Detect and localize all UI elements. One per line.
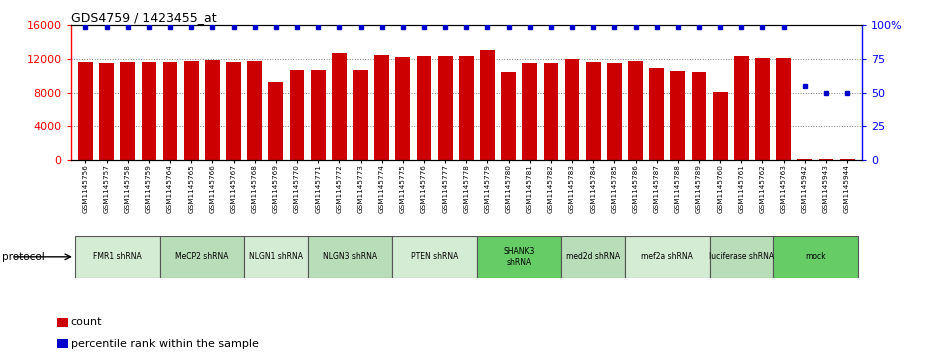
Bar (99, 63, 114, 160)
Bar (244, 236, 308, 278)
Bar (396, 57, 410, 160)
Bar (523, 63, 537, 160)
Text: luciferase shRNA: luciferase shRNA (708, 252, 774, 261)
Bar (586, 61, 601, 160)
Bar (159, 236, 244, 278)
Bar (477, 236, 561, 278)
Bar (226, 62, 241, 160)
Bar (773, 236, 858, 278)
Bar (184, 61, 199, 160)
Bar (691, 72, 706, 160)
Bar (438, 56, 452, 160)
Bar (776, 58, 791, 160)
Text: GDS4759 / 1423455_at: GDS4759 / 1423455_at (71, 11, 217, 24)
Bar (713, 92, 727, 160)
Bar (625, 236, 709, 278)
Bar (416, 56, 431, 160)
Bar (78, 62, 93, 160)
Text: mock: mock (805, 252, 826, 261)
Bar (459, 56, 474, 160)
Bar (755, 58, 770, 160)
Bar (564, 59, 579, 160)
Bar (734, 57, 749, 160)
Bar (649, 68, 664, 160)
Text: med2d shRNA: med2d shRNA (566, 252, 620, 261)
Bar (248, 61, 262, 160)
Bar (268, 82, 284, 160)
Text: MeCP2 shRNA: MeCP2 shRNA (175, 252, 229, 261)
Text: NLGN1 shRNA: NLGN1 shRNA (249, 252, 303, 261)
Bar (353, 70, 368, 160)
Bar (392, 236, 477, 278)
Text: SHANK3
shRNA: SHANK3 shRNA (503, 247, 535, 266)
Text: FMR1 shRNA: FMR1 shRNA (93, 252, 141, 261)
Bar (628, 61, 643, 160)
Bar (480, 50, 495, 160)
Bar (819, 159, 834, 160)
Text: PTEN shRNA: PTEN shRNA (411, 252, 458, 261)
Bar (839, 159, 854, 160)
Bar (709, 236, 773, 278)
Bar (544, 63, 559, 160)
Bar (311, 70, 326, 160)
Bar (289, 70, 304, 160)
Bar (607, 63, 622, 160)
Bar (121, 62, 136, 160)
Bar (561, 236, 625, 278)
Bar (797, 159, 812, 160)
Text: percentile rank within the sample: percentile rank within the sample (71, 339, 258, 349)
Bar (205, 60, 219, 160)
Bar (74, 236, 159, 278)
Text: count: count (71, 317, 102, 327)
Bar (308, 236, 392, 278)
Text: NLGN3 shRNA: NLGN3 shRNA (323, 252, 377, 261)
Bar (374, 55, 389, 160)
Bar (671, 71, 685, 160)
Bar (141, 62, 156, 160)
Bar (501, 72, 516, 160)
Text: protocol: protocol (2, 252, 44, 262)
Text: mef2a shRNA: mef2a shRNA (642, 252, 693, 261)
Bar (332, 53, 347, 160)
Bar (163, 62, 177, 160)
